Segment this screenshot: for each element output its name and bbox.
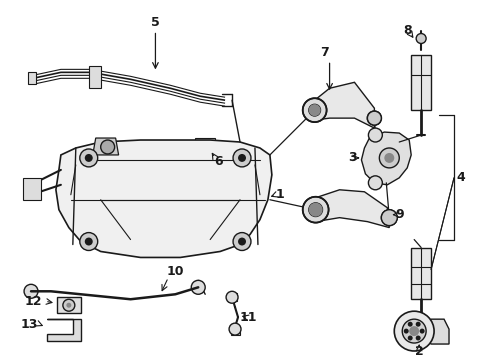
Polygon shape [228,293,237,301]
Text: 8: 8 [403,24,412,37]
Text: 12: 12 [24,295,42,308]
Circle shape [402,319,426,343]
Circle shape [63,299,75,311]
Circle shape [368,111,381,125]
Polygon shape [195,138,215,158]
Circle shape [419,329,425,334]
Text: 5: 5 [151,16,160,29]
Circle shape [384,153,394,163]
Polygon shape [93,138,119,155]
Circle shape [303,98,327,122]
Circle shape [416,33,426,44]
Polygon shape [411,55,431,110]
Text: 1: 1 [275,188,284,201]
Polygon shape [28,72,36,84]
Circle shape [404,329,409,334]
Circle shape [303,197,329,222]
Text: 11: 11 [239,311,257,324]
Text: 2: 2 [415,345,423,357]
Circle shape [226,291,238,303]
Circle shape [85,238,93,246]
Circle shape [394,311,434,351]
Circle shape [101,140,115,154]
Polygon shape [316,190,389,228]
Polygon shape [231,327,240,335]
Circle shape [191,280,205,294]
Circle shape [408,336,413,341]
Circle shape [309,203,322,217]
Circle shape [416,322,420,327]
Circle shape [238,238,246,246]
Circle shape [409,326,419,336]
Circle shape [80,233,98,251]
Circle shape [408,322,413,327]
Text: 10: 10 [167,265,184,278]
Polygon shape [89,66,101,88]
Polygon shape [47,319,81,341]
Circle shape [416,336,420,341]
Polygon shape [362,132,411,185]
Text: 7: 7 [320,46,329,59]
Text: 9: 9 [395,208,404,221]
Polygon shape [23,178,41,200]
Circle shape [381,210,397,226]
Text: 3: 3 [348,152,357,165]
Circle shape [80,149,98,167]
Circle shape [66,303,72,308]
Circle shape [85,154,93,162]
Circle shape [233,149,251,167]
Circle shape [309,203,322,217]
Circle shape [368,176,382,190]
Polygon shape [411,248,431,299]
Circle shape [309,104,320,116]
Text: 4: 4 [457,171,465,184]
Circle shape [379,148,399,168]
Polygon shape [427,319,449,344]
Circle shape [238,154,246,162]
Circle shape [368,111,381,125]
Polygon shape [315,82,374,128]
Text: 6: 6 [214,156,222,168]
Circle shape [309,104,320,116]
Circle shape [24,284,38,298]
Text: 13: 13 [21,318,38,330]
Circle shape [368,128,382,142]
Polygon shape [56,140,272,257]
Circle shape [229,323,241,335]
Circle shape [233,233,251,251]
Polygon shape [57,297,81,313]
Circle shape [381,210,397,226]
